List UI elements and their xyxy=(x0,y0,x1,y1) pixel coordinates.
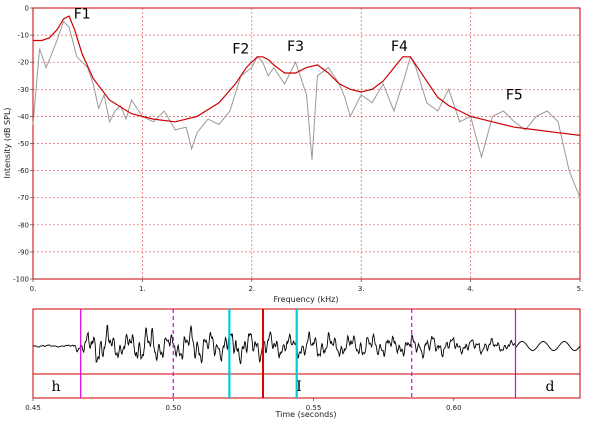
spectrum-x-tick-label: 0. xyxy=(30,285,37,293)
spectrum-y-tick-label: 0 xyxy=(25,5,29,13)
spectrum-x-tick-label: 5. xyxy=(577,285,584,293)
waveform-x-ticks: 0.45 0.50 0.55 0.60 xyxy=(25,398,462,412)
spectrum-chart: 0 -10 -20 -30 -40 -50 -60 -70 -80 -90 -100 0. 1. 2. 3… xyxy=(3,5,583,305)
spectrum-y-tick-label: -100 xyxy=(13,276,29,284)
waveform-frame xyxy=(32,308,581,375)
formant-label: F5 xyxy=(506,88,523,104)
formant-label: F2 xyxy=(232,42,249,58)
segment-tier-frame xyxy=(32,373,581,399)
spectrum-series-gray xyxy=(32,20,581,198)
spectrum-x-tick-label: 1. xyxy=(139,285,146,293)
waveform-chart: h I d 0.45 0.50 0.55 0.60 Time (seconds) xyxy=(25,308,581,419)
formant-label: F1 xyxy=(74,6,91,22)
segment-boundaries xyxy=(80,309,517,398)
waveform-x-tick-label: 0.50 xyxy=(165,404,181,412)
segment-label-h: h xyxy=(51,379,60,395)
spectrum-gridlines xyxy=(33,8,580,279)
spectrum-y-tick-label: -20 xyxy=(18,59,29,67)
spectrum-y-tick-label: -60 xyxy=(18,167,29,175)
formant-label: F4 xyxy=(391,39,408,55)
formant-labels: F1 F2 F3 F4 F5 xyxy=(74,6,523,103)
spectrum-y-tick-label: -40 xyxy=(18,113,29,121)
waveform-x-tick-label: 0.60 xyxy=(446,404,462,412)
spectrum-y-tick-label: -90 xyxy=(18,248,29,256)
waveform-x-tick-label: 0.45 xyxy=(25,404,41,412)
formant-label: F3 xyxy=(287,39,304,55)
spectrum-x-tick-label: 2. xyxy=(248,285,255,293)
spectrum-y-label: Intensity (dB SPL) xyxy=(3,107,12,178)
spectrum-x-tick-label: 4. xyxy=(467,285,474,293)
waveform-trace xyxy=(32,324,581,365)
spectrum-y-ticks: 0 -10 -20 -30 -40 -50 -60 -70 -80 -90 -100 xyxy=(13,5,33,284)
spectrum-x-ticks: 0. 1. 2. 3. 4. 5. xyxy=(30,279,584,293)
segment-label-d: d xyxy=(546,379,555,395)
spectrum-x-label: Frequency (kHz) xyxy=(274,295,339,304)
spectrum-series-red xyxy=(33,15,581,136)
spectrum-y-tick-label: -70 xyxy=(18,194,29,202)
segment-label-i: I xyxy=(296,379,302,395)
waveform-x-tick-label: 0.55 xyxy=(306,404,322,412)
spectrum-y-tick-label: -80 xyxy=(18,221,29,229)
spectrum-y-tick-label: -10 xyxy=(18,32,29,40)
spectrum-x-tick-label: 3. xyxy=(358,285,365,293)
waveform-x-label: Time (seconds) xyxy=(274,410,336,419)
spectrum-y-tick-label: -30 xyxy=(18,86,29,94)
spectrum-y-tick-label: -50 xyxy=(18,140,29,148)
